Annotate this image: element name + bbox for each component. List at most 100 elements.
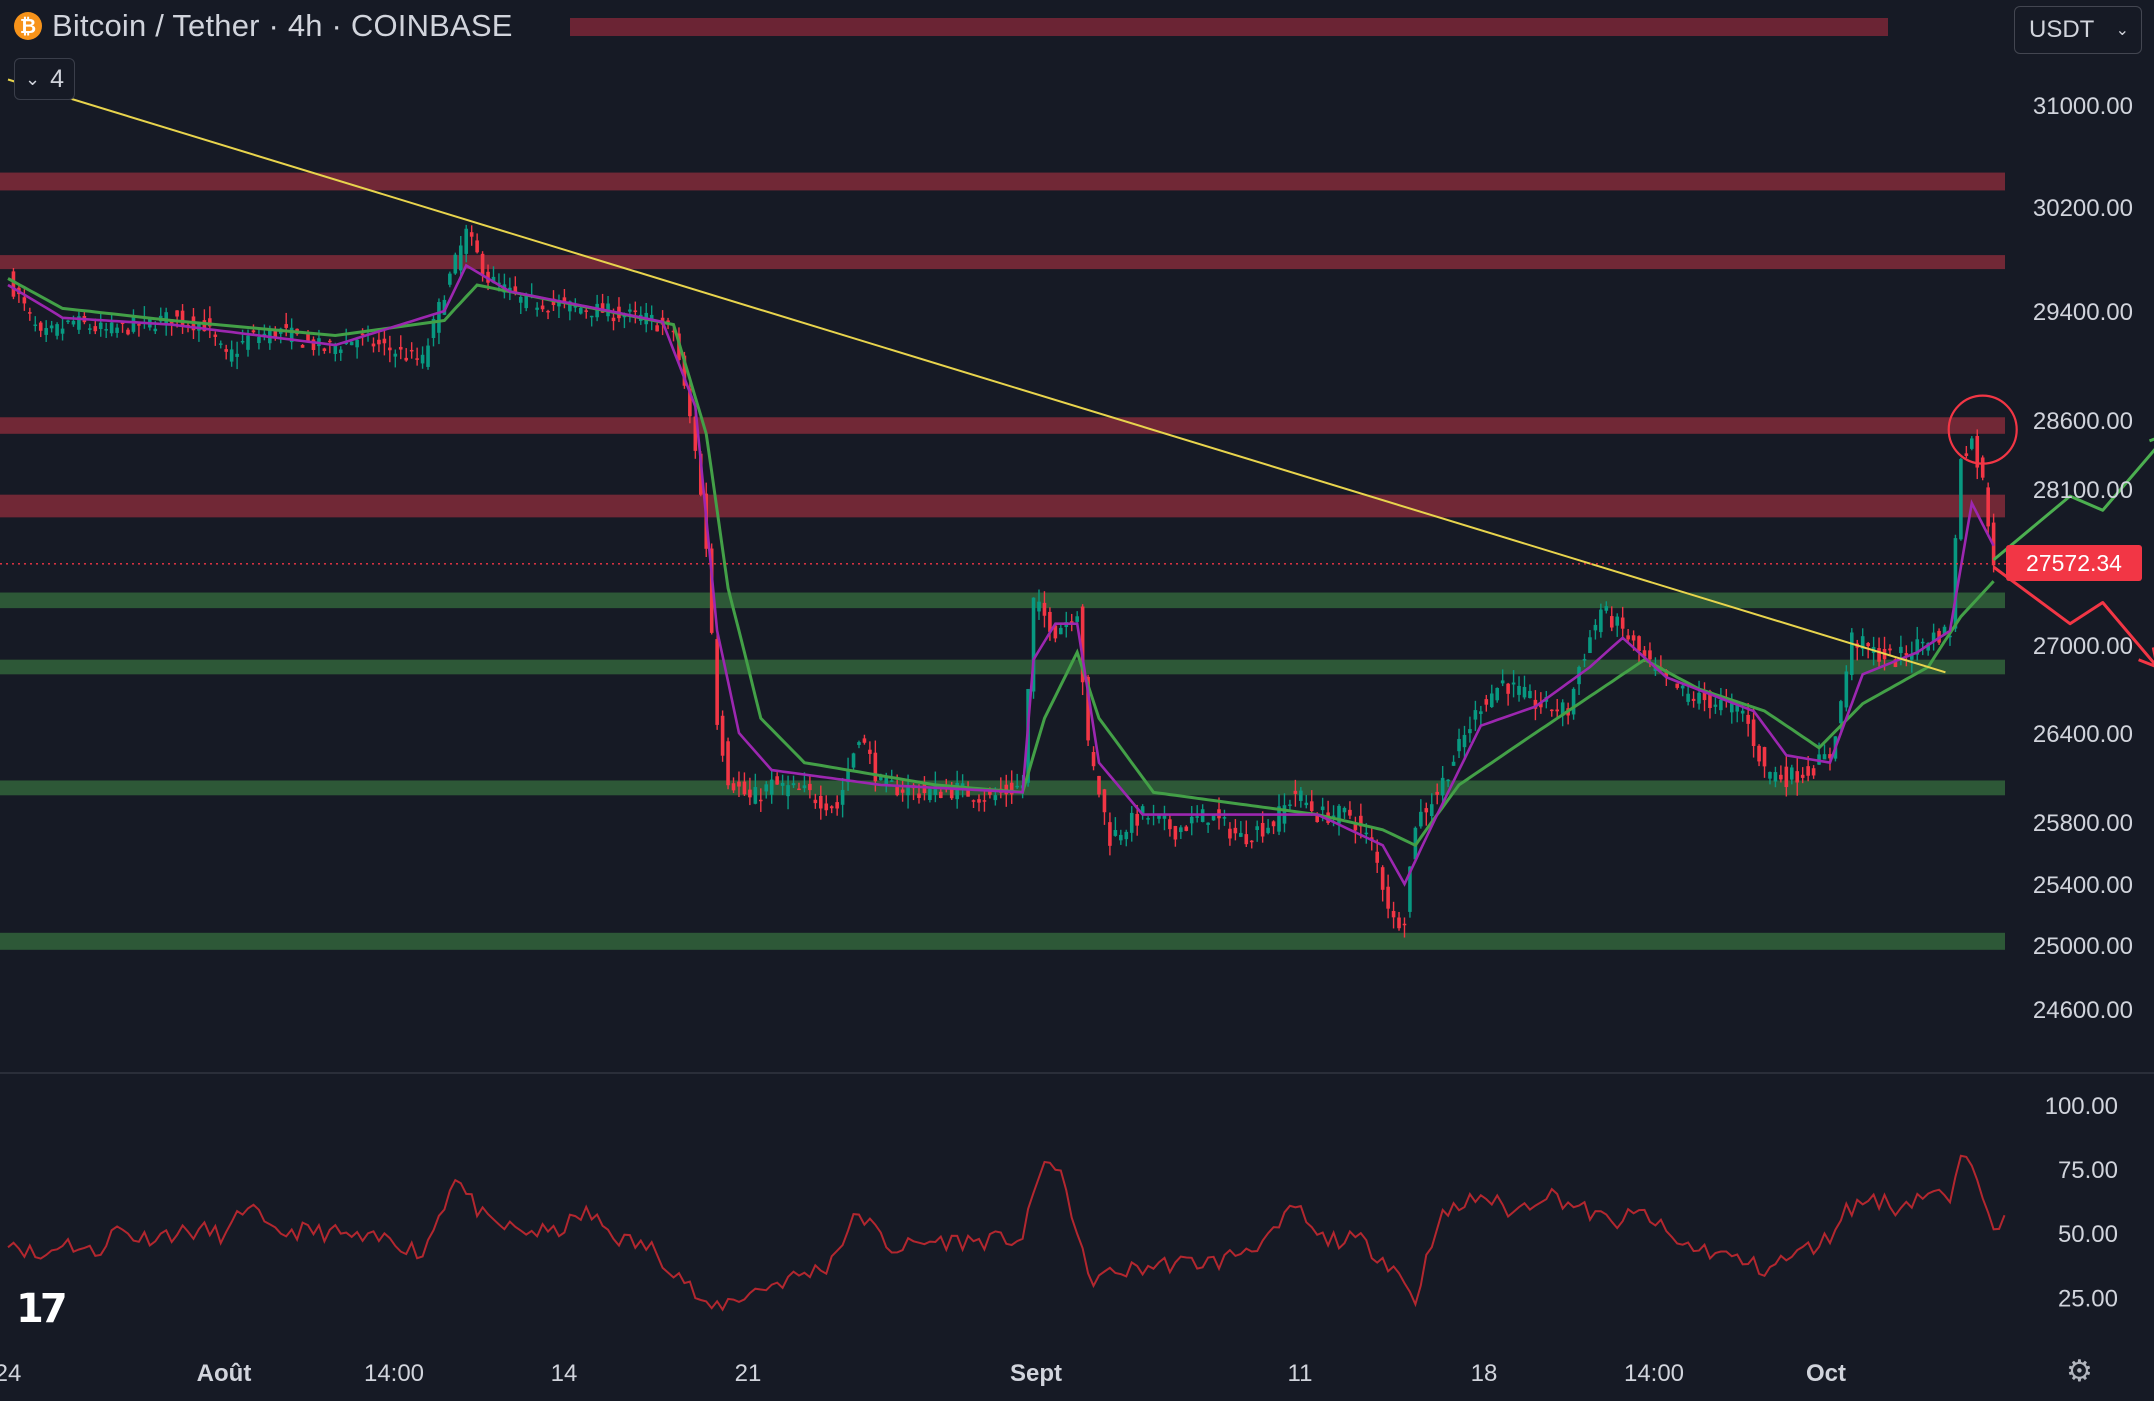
candle-body xyxy=(289,327,294,343)
current-price-label: 27572.34 xyxy=(2006,545,2142,581)
candle-body xyxy=(371,343,376,347)
candle-body xyxy=(758,799,763,802)
candle-body xyxy=(1691,698,1696,701)
candle-body xyxy=(1320,806,1325,811)
candle-body xyxy=(1844,671,1849,708)
candle-body xyxy=(257,336,261,344)
settings-gear-icon[interactable]: ⚙ xyxy=(2066,1354,2093,1389)
price-tick-label: 25000.00 xyxy=(2033,933,2133,960)
candle-body xyxy=(1195,816,1199,818)
candle-body xyxy=(666,320,670,323)
candle-body xyxy=(840,789,845,805)
time-axis[interactable]: 24 Août 14:00 14 21 Sept 11 18 14:00 Oct xyxy=(0,1360,1846,1387)
candle-body xyxy=(1102,789,1107,813)
candle-body xyxy=(1309,801,1314,812)
candle-body xyxy=(1479,711,1483,714)
candle-body xyxy=(93,326,98,332)
candle-body xyxy=(382,338,387,344)
candle-body xyxy=(584,310,589,312)
candle-body xyxy=(1462,734,1467,748)
time-tick-label: 14:00 xyxy=(1624,1360,1684,1387)
candle-body xyxy=(769,779,774,795)
candle-body xyxy=(453,254,458,274)
symbol-title[interactable]: Bitcoin / Tether · 4h · COINBASE xyxy=(52,8,513,43)
candle-body xyxy=(1140,806,1145,815)
candle-body xyxy=(508,287,512,291)
candle-body xyxy=(917,793,921,798)
candle-body xyxy=(1239,832,1243,837)
candle-body xyxy=(1315,815,1319,823)
candle-body xyxy=(49,325,54,329)
candle-body xyxy=(1484,699,1489,705)
candle-body xyxy=(1948,635,1952,638)
candle-body xyxy=(328,340,332,343)
candle-body xyxy=(955,782,959,800)
candle-body xyxy=(824,803,829,811)
candle-body xyxy=(377,339,381,345)
candle-body xyxy=(1331,815,1336,818)
time-tick-label: 11 xyxy=(1288,1360,1313,1387)
candle-body xyxy=(1904,653,1909,656)
candle-body xyxy=(1986,487,1990,527)
candle-body xyxy=(655,325,659,332)
candle-body xyxy=(208,318,212,327)
price-tick-label: 29400.00 xyxy=(2033,299,2133,326)
candle-body xyxy=(562,297,567,302)
candle-body xyxy=(1789,767,1794,780)
candle-body xyxy=(649,314,654,320)
candle-body xyxy=(786,785,790,797)
bearish-projection-arrow[interactable] xyxy=(1992,565,2154,667)
candle-body xyxy=(415,358,419,360)
candle-body xyxy=(1299,790,1303,801)
candle-body xyxy=(1277,806,1281,832)
candle-body xyxy=(1260,822,1265,837)
marked-high-circle[interactable] xyxy=(1947,394,2018,465)
candle-body xyxy=(1549,709,1554,712)
candle-body xyxy=(731,783,736,791)
candle-body xyxy=(993,795,998,801)
tradingview-logo[interactable]: 17 xyxy=(16,1286,68,1332)
candle-body xyxy=(1380,867,1385,890)
candle-body xyxy=(1599,609,1603,633)
candle-body xyxy=(11,271,16,297)
candle-body xyxy=(628,309,632,312)
candle-body xyxy=(104,329,108,331)
indicator-collapse-button[interactable]: ⌄ 4 xyxy=(14,58,75,100)
candle-body xyxy=(682,355,687,386)
symbol-header[interactable]: ₿ Bitcoin / Tether · 4h · COINBASE xyxy=(14,8,513,44)
candle-body xyxy=(578,307,583,314)
candle-body xyxy=(1522,686,1527,698)
candle-body xyxy=(1446,779,1450,782)
candle-body xyxy=(1086,676,1090,741)
trendline[interactable] xyxy=(7,78,1946,674)
candle-body xyxy=(1391,911,1396,918)
candle-body xyxy=(535,307,539,310)
candle-body xyxy=(1588,637,1592,654)
candle-body xyxy=(1097,775,1101,795)
candle-body xyxy=(1228,828,1232,839)
candle-body xyxy=(360,333,365,336)
price-tick-label: 28600.00 xyxy=(2033,408,2133,435)
candle-body xyxy=(846,770,850,783)
candle-body xyxy=(1419,811,1423,827)
candle-body xyxy=(1866,643,1870,647)
candle-body xyxy=(1560,702,1565,716)
candle-body xyxy=(273,329,278,338)
candle-body xyxy=(311,339,316,350)
candle-body xyxy=(98,322,103,330)
candle-body xyxy=(1293,790,1298,794)
candle-body xyxy=(1915,639,1920,655)
candle-body xyxy=(1353,822,1358,831)
candle-body xyxy=(218,343,223,345)
bullish-projection-arrow[interactable] xyxy=(1992,434,2154,562)
candle-body xyxy=(420,354,425,364)
candle-body xyxy=(448,273,452,285)
chevron-down-icon: ⌄ xyxy=(25,68,41,89)
candle-body xyxy=(775,776,779,785)
candle-body xyxy=(322,348,327,351)
candle-body xyxy=(1740,710,1745,714)
price-axis[interactable]: 31000.00 30200.00 29400.00 28600.00 28100.00… xyxy=(2033,93,2133,1024)
currency-unit-selector[interactable]: USDT ⌄ xyxy=(2014,6,2142,54)
price-tick-label: 26400.00 xyxy=(2033,721,2133,748)
